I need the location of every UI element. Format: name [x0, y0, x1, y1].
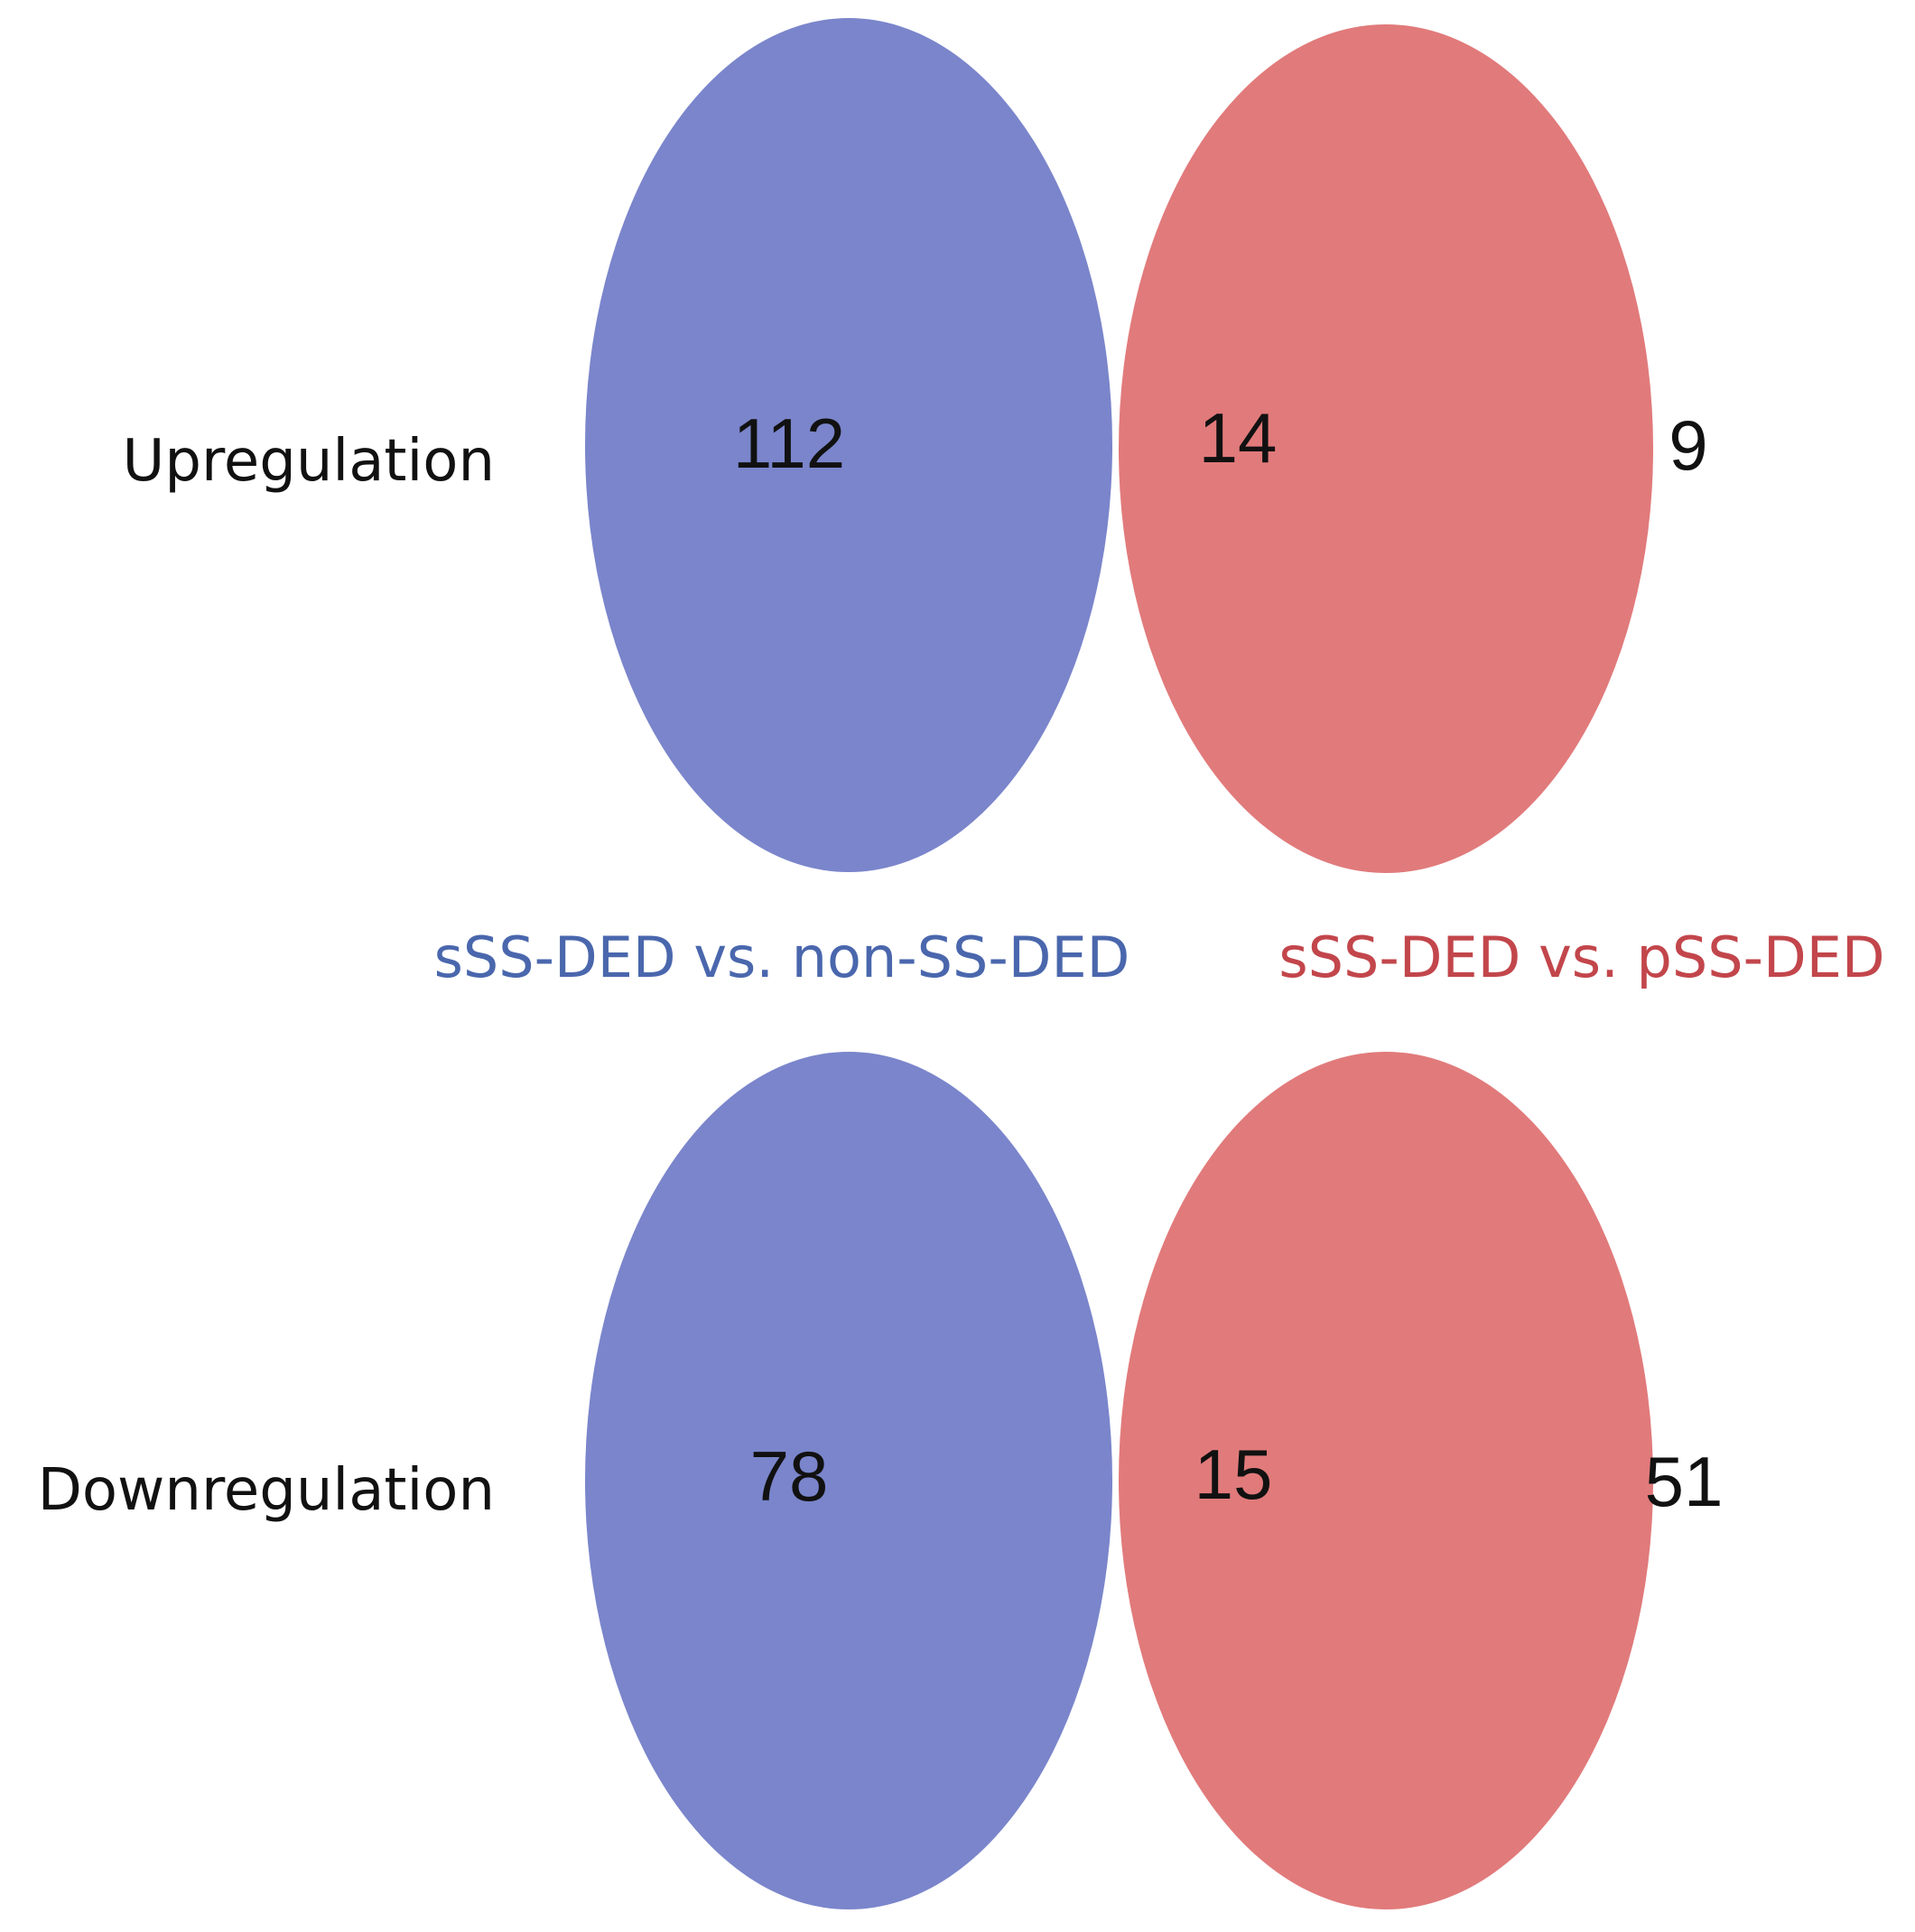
left-set-label: sSS-DED vs. non-SS-DED [434, 924, 1130, 990]
upregulation-overlap-count: 14 [1199, 398, 1278, 478]
upregulation-right-set-circle [1119, 24, 1653, 873]
downregulation-venn: Downregulation 78 15 51 [38, 1052, 1724, 1909]
right-set-label: sSS-DED vs. pSS-DED [1278, 924, 1884, 990]
upregulation-right-only-count: 9 [1669, 405, 1707, 485]
upregulation-left-set-circle [585, 18, 1112, 872]
downregulation-left-only-count: 78 [750, 1436, 829, 1516]
upregulation-row-label: Upregulation [122, 428, 495, 495]
downregulation-right-set-circle [1119, 1052, 1653, 1909]
downregulation-overlap-count: 15 [1195, 1435, 1273, 1514]
upregulation-left-only-count: 112 [733, 404, 845, 483]
downregulation-row-label: Downregulation [38, 1457, 495, 1524]
downregulation-right-only-count: 51 [1645, 1442, 1724, 1521]
downregulation-left-set-circle [585, 1052, 1112, 1909]
upregulation-venn: Upregulation 112 14 9 [122, 18, 1708, 873]
